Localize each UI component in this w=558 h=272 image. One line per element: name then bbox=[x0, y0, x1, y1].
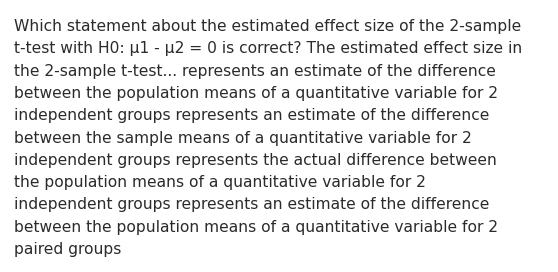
Text: the 2-sample t-test... represents an estimate of the difference: the 2-sample t-test... represents an est… bbox=[14, 64, 496, 79]
Text: the population means of a quantitative variable for 2: the population means of a quantitative v… bbox=[14, 175, 426, 190]
Text: independent groups represents an estimate of the difference: independent groups represents an estimat… bbox=[14, 108, 489, 123]
Text: paired groups: paired groups bbox=[14, 242, 121, 257]
Text: between the population means of a quantitative variable for 2: between the population means of a quanti… bbox=[14, 220, 498, 235]
Text: t-test with H0: μ1 - μ2 = 0 is correct? The estimated effect size in: t-test with H0: μ1 - μ2 = 0 is correct? … bbox=[14, 41, 522, 56]
Text: independent groups represents the actual difference between: independent groups represents the actual… bbox=[14, 153, 497, 168]
Text: between the sample means of a quantitative variable for 2: between the sample means of a quantitati… bbox=[14, 131, 472, 146]
Text: Which statement about the estimated effect size of the 2-sample: Which statement about the estimated effe… bbox=[14, 19, 521, 34]
Text: between the population means of a quantitative variable for 2: between the population means of a quanti… bbox=[14, 86, 498, 101]
Text: independent groups represents an estimate of the difference: independent groups represents an estimat… bbox=[14, 197, 489, 212]
